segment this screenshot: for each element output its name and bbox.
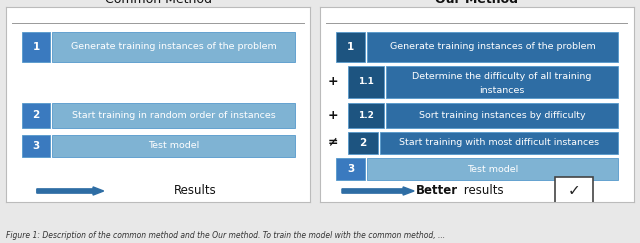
Text: 2: 2 — [360, 138, 367, 148]
Text: 1: 1 — [33, 42, 40, 52]
FancyBboxPatch shape — [348, 103, 384, 128]
Text: +: + — [327, 75, 338, 88]
Text: 1.2: 1.2 — [358, 111, 374, 120]
FancyBboxPatch shape — [386, 66, 618, 98]
Text: Sort training instances by difficulty: Sort training instances by difficulty — [419, 111, 585, 120]
FancyBboxPatch shape — [22, 135, 51, 157]
FancyBboxPatch shape — [380, 132, 618, 154]
FancyBboxPatch shape — [22, 103, 51, 128]
Text: Results: Results — [173, 184, 216, 198]
Text: 3: 3 — [347, 164, 354, 174]
Text: 1: 1 — [347, 42, 354, 52]
Text: instances: instances — [479, 87, 525, 95]
FancyBboxPatch shape — [336, 32, 365, 62]
FancyBboxPatch shape — [22, 32, 51, 62]
Text: Figure 1: Description of the common method and the Our method. To train the mode: Figure 1: Description of the common meth… — [6, 231, 445, 240]
Text: 1.1: 1.1 — [358, 77, 374, 86]
Text: +: + — [327, 109, 338, 122]
Text: Generate training instances of the problem: Generate training instances of the probl… — [390, 42, 595, 51]
FancyBboxPatch shape — [367, 32, 618, 62]
Text: 3: 3 — [33, 141, 40, 151]
FancyArrow shape — [342, 187, 414, 195]
Text: Better: Better — [416, 184, 458, 198]
FancyArrow shape — [36, 187, 104, 195]
Text: Start training with most difficult instances: Start training with most difficult insta… — [399, 138, 599, 148]
Text: 2: 2 — [33, 110, 40, 120]
FancyBboxPatch shape — [348, 66, 384, 98]
Text: Determine the difficulty of all training: Determine the difficulty of all training — [412, 71, 591, 80]
Title: Common Method: Common Method — [105, 0, 212, 6]
FancyBboxPatch shape — [367, 158, 618, 180]
Text: ✓: ✓ — [568, 182, 580, 198]
FancyBboxPatch shape — [336, 158, 365, 180]
Text: Start training in random order of instances: Start training in random order of instan… — [72, 111, 275, 120]
Text: Test model: Test model — [467, 165, 518, 174]
FancyBboxPatch shape — [348, 132, 378, 154]
Text: Generate training instances of the problem: Generate training instances of the probl… — [71, 42, 276, 51]
FancyBboxPatch shape — [386, 103, 618, 128]
Text: results: results — [460, 184, 503, 198]
FancyBboxPatch shape — [52, 32, 295, 62]
Text: ≠: ≠ — [327, 136, 338, 149]
Title: Our Method: Our Method — [435, 0, 518, 6]
Text: Test model: Test model — [148, 141, 199, 150]
FancyBboxPatch shape — [52, 135, 295, 157]
FancyBboxPatch shape — [52, 103, 295, 128]
FancyBboxPatch shape — [556, 177, 593, 203]
